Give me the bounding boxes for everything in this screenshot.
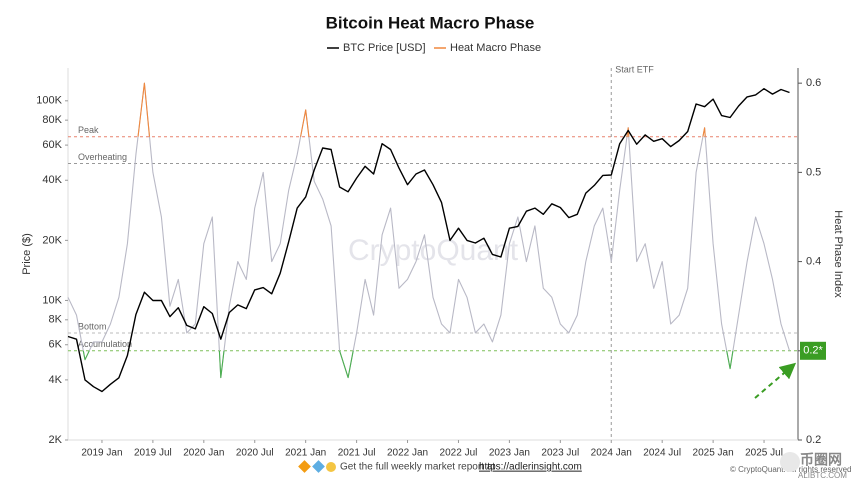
- annotation-box: [800, 341, 826, 360]
- x-tick-label: 2020 Jan: [183, 448, 224, 459]
- x-tick-label: 2024 Jan: [591, 448, 632, 459]
- x-tick-label: 2019 Jul: [134, 448, 172, 459]
- trend-arrow: [754, 362, 797, 399]
- x-tick-label: 2020 Jul: [236, 448, 274, 459]
- y2-tick-label: 0.4: [806, 255, 821, 267]
- x-tick-label: 2022 Jan: [387, 448, 428, 459]
- y-tick-label: 80K: [42, 114, 62, 126]
- legend-label: Heat Macro Phase: [450, 42, 541, 54]
- y-tick-label: 6K: [49, 339, 63, 351]
- y-axis-label: Price ($): [21, 233, 33, 275]
- y-tick-label: 10K: [42, 294, 62, 306]
- x-tick-label: 2024 Jul: [643, 448, 681, 459]
- footer-icon: [312, 460, 325, 473]
- x-tick-label: 2023 Jul: [541, 448, 579, 459]
- level-label: Accumulation: [78, 339, 132, 349]
- x-tick-label: 2022 Jul: [440, 448, 478, 459]
- price-line: [67, 88, 790, 393]
- y-tick-label: 4K: [49, 374, 63, 386]
- level-label: Bottom: [78, 321, 107, 331]
- y2-axis-label: Heat Phase Index: [832, 210, 844, 298]
- y2-tick-label: 0.2: [806, 434, 821, 446]
- level-label: Overheating: [78, 152, 127, 162]
- y2-tick-label: 0.6: [806, 77, 821, 89]
- watermark: CryptoQuant: [348, 234, 519, 267]
- y-tick-label: 8K: [49, 314, 63, 326]
- footer-link[interactable]: https://adlerinsight.com: [479, 462, 582, 473]
- y-tick-label: 100K: [36, 95, 62, 107]
- annotation-text: 0.2*: [803, 345, 823, 357]
- x-tick-label: 2025 Jul: [745, 448, 783, 459]
- heat-line: [67, 82, 791, 379]
- logo-name: 币圈网: [800, 452, 842, 468]
- event-label: Start ETF: [615, 64, 654, 74]
- x-tick-label: 2025 Jan: [693, 448, 734, 459]
- y2-tick-label: 0.5: [806, 166, 821, 178]
- y-tick-label: 20K: [42, 234, 62, 246]
- legend-label: BTC Price [USD]: [343, 42, 426, 54]
- logo-site: ALIBTC.COM: [798, 471, 847, 480]
- x-tick-label: 2023 Jan: [489, 448, 530, 459]
- logo-icon: [780, 452, 800, 472]
- level-label: Peak: [78, 125, 99, 135]
- y-tick-label: 60K: [42, 139, 62, 151]
- footer-icon: [326, 462, 336, 472]
- x-tick-label: 2021 Jul: [338, 448, 376, 459]
- chart-title: Bitcoin Heat Macro Phase: [326, 13, 535, 32]
- legend: BTC Price [USD] Heat Macro Phase: [327, 42, 541, 54]
- y-tick-label: 40K: [42, 174, 62, 186]
- footer-icon: [298, 460, 311, 473]
- x-tick-label: 2021 Jan: [285, 448, 326, 459]
- footer-text: Get the full weekly market report at: [340, 462, 495, 473]
- y-tick-label: 2K: [49, 434, 63, 446]
- x-tick-label: 2019 Jan: [81, 448, 122, 459]
